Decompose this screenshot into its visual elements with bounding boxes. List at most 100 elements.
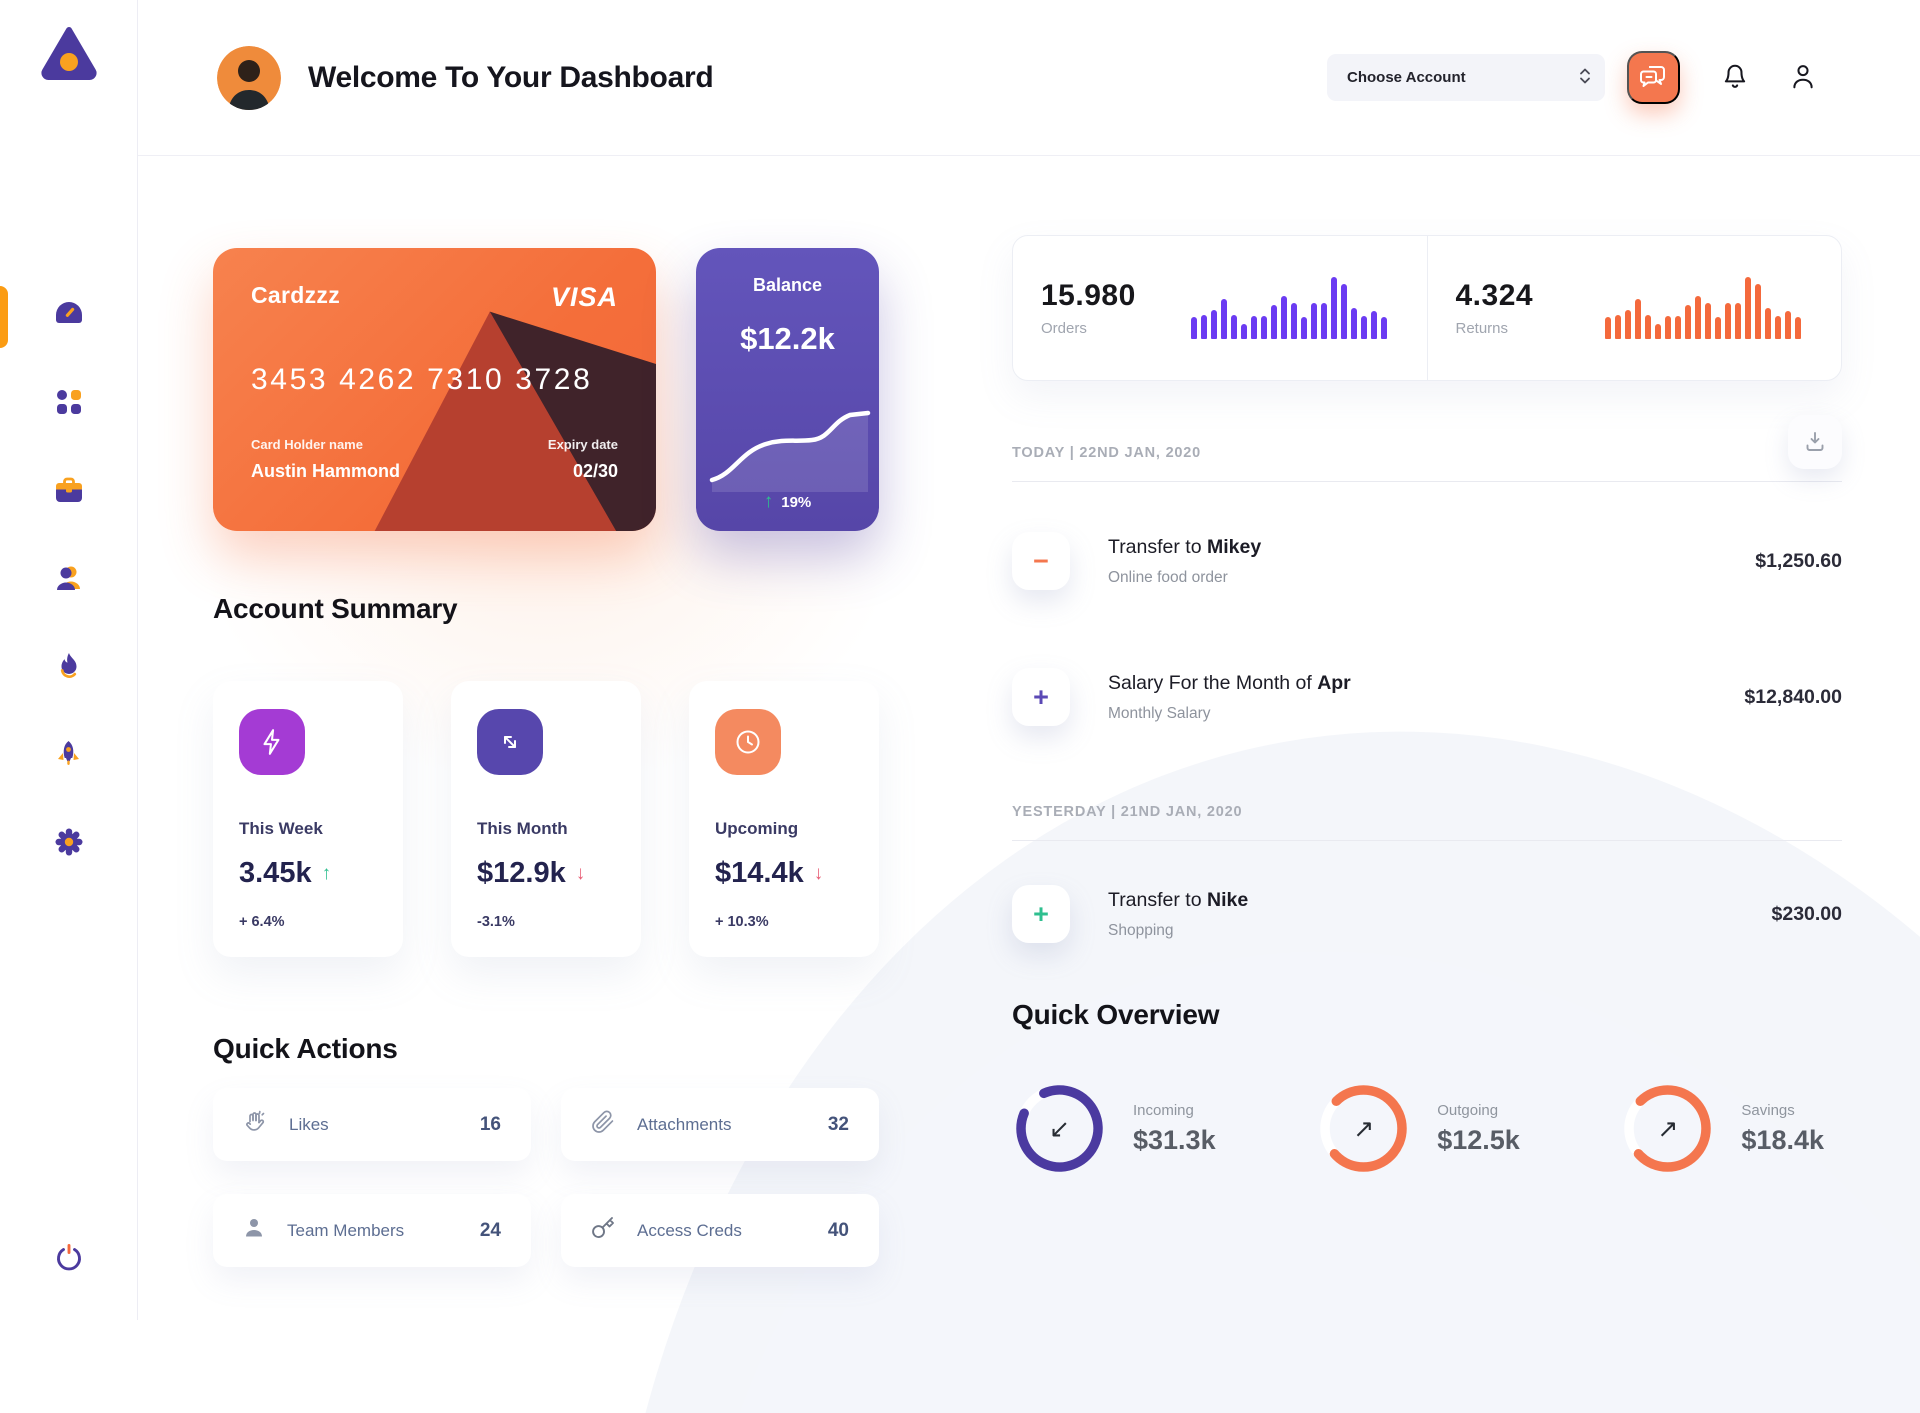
profile-button[interactable] <box>1790 62 1816 93</box>
dashboard-content: Cardzzz VISA 3453 4262 7310 3728 Card Ho… <box>137 156 1920 1413</box>
account-summary-cards: This Week 3.45k ↑ + 6.4% This Month <box>213 681 879 957</box>
balance-value: $12.2k <box>740 321 835 356</box>
overview-outgoing: ↗ Outgoing $12.5k <box>1316 1081 1520 1176</box>
card-name: Cardzzz <box>251 282 341 308</box>
left-column: Cardzzz VISA 3453 4262 7310 3728 Card Ho… <box>213 248 879 1268</box>
balance-trend-chart <box>704 400 874 497</box>
sidebar-item-launch[interactable] <box>41 728 97 784</box>
sidebar-item-team[interactable] <box>41 552 97 608</box>
sidebar-item-work[interactable] <box>41 464 97 520</box>
orders-returns-card: 15.980 Orders 4.324 Returns <box>1012 235 1842 381</box>
down-left-arrow-icon: ↙ <box>1049 1114 1070 1143</box>
summary-value: $12.9k <box>477 857 566 889</box>
summary-value: 3.45k <box>239 857 312 889</box>
expiry-label: Expiry date <box>547 437 618 452</box>
right-column: 15.980 Orders 4.324 Returns <box>1012 235 1842 1267</box>
action-attachments[interactable]: Attachments 32 <box>561 1088 879 1162</box>
incoming-donut: ↙ <box>1012 1081 1107 1176</box>
clap-icon <box>243 1110 267 1139</box>
action-likes[interactable]: Likes 16 <box>213 1088 531 1162</box>
action-label: Attachments <box>637 1114 732 1134</box>
sidebar-item-dashboard[interactable] <box>41 288 97 344</box>
flame-icon <box>56 652 82 685</box>
choose-account-select[interactable]: Choose Account <box>1327 54 1605 101</box>
card-holder-name: Austin Hammond <box>251 461 401 481</box>
transaction-row[interactable]: + Salary For the Month of Apr Monthly Sa… <box>1012 668 1842 726</box>
app-logo <box>0 26 137 85</box>
chat-bubbles-icon <box>1640 64 1667 92</box>
overview-incoming: ↙ Incoming $31.3k <box>1012 1081 1216 1176</box>
transaction-subtitle: Monthly Salary <box>1108 704 1211 722</box>
overview-value: $31.3k <box>1133 1124 1216 1155</box>
orders-label: Orders <box>1041 320 1087 337</box>
trend-arrow-icon: ↓ <box>813 862 824 884</box>
choose-account-label: Choose Account <box>1347 69 1466 86</box>
action-count: 40 <box>827 1219 849 1241</box>
sidebar-item-settings[interactable] <box>41 816 97 872</box>
transaction-amount: $1,250.60 <box>1755 549 1842 572</box>
up-arrow-icon: ↑ <box>763 491 774 512</box>
header-actions: Choose Account <box>1327 51 1816 104</box>
summary-delta: + 6.4% <box>239 914 285 930</box>
bell-icon <box>1722 62 1748 93</box>
user-icon <box>1790 62 1816 93</box>
active-nav-indicator <box>0 286 8 348</box>
page-title: Welcome To Your Dashboard <box>308 60 714 94</box>
plus-icon: + <box>1012 668 1070 726</box>
up-right-arrow-icon: ↗ <box>1353 1114 1375 1143</box>
action-label: Access Creds <box>637 1220 742 1240</box>
plus-icon: + <box>1012 885 1070 943</box>
overview-label: Savings <box>1741 1101 1795 1119</box>
returns-sparkline <box>1605 277 1803 339</box>
messages-button[interactable] <box>1627 51 1680 104</box>
transaction-subtitle: Online food order <box>1108 568 1228 586</box>
download-button[interactable] <box>1788 415 1842 469</box>
orders-value: 15.980 <box>1041 279 1136 312</box>
outgoing-donut: ↗ <box>1316 1081 1411 1176</box>
triangle-logo-icon <box>40 26 98 85</box>
transfer-arrows-icon <box>477 709 543 775</box>
gear-icon <box>55 828 83 861</box>
main-area: Welcome To Your Dashboard Choose Account <box>137 0 1920 1413</box>
person-icon <box>55 565 82 596</box>
briefcase-icon <box>55 477 83 508</box>
returns-label: Returns <box>1455 320 1509 337</box>
action-access-creds[interactable]: Access Creds 40 <box>561 1194 879 1268</box>
quick-actions-grid: Likes 16 Attachments 32 Te <box>213 1088 879 1268</box>
savings-donut: ↗ <box>1620 1081 1715 1176</box>
sidebar-item-apps[interactable] <box>41 376 97 432</box>
gauge-icon <box>54 300 84 332</box>
action-count: 24 <box>479 1219 501 1241</box>
transaction-row[interactable]: − Transfer to Mikey Online food order $1… <box>1012 532 1842 590</box>
transaction-title: Salary For the Month of Apr <box>1108 671 1351 694</box>
notifications-button[interactable] <box>1722 62 1748 93</box>
transaction-amount: $12,840.00 <box>1744 685 1842 708</box>
action-label: Likes <box>289 1114 329 1134</box>
overview-label: Outgoing <box>1437 1101 1499 1119</box>
orders-sparkline <box>1190 277 1389 339</box>
card-number: 3453 4262 7310 3728 <box>251 363 593 396</box>
key-icon <box>591 1216 615 1245</box>
transaction-row[interactable]: + Transfer to Nike Shopping $230.00 <box>1012 885 1842 943</box>
divider <box>1012 840 1842 841</box>
summary-delta: -3.1% <box>477 914 515 930</box>
summary-card-upcoming: Upcoming $14.4k ↓ + 10.3% <box>689 681 879 957</box>
up-right-arrow-icon: ↗ <box>1657 1114 1679 1143</box>
sidebar-nav <box>0 288 137 872</box>
transactions-today: TODAY | 22ND JAN, 2020 − Transfer to Mik… <box>1012 415 1842 726</box>
action-team-members[interactable]: Team Members 24 <box>213 1194 531 1268</box>
overview-value: $12.5k <box>1437 1124 1520 1155</box>
balance-label: Balance <box>752 275 823 295</box>
trend-arrow-icon: ↑ <box>321 862 332 884</box>
transaction-amount: $230.00 <box>1771 902 1843 925</box>
grid-icon <box>56 389 82 420</box>
logout-button[interactable] <box>0 1243 137 1278</box>
expiry-date: 02/30 <box>572 461 618 481</box>
user-avatar[interactable] <box>217 45 281 110</box>
date-label: YESTERDAY | 21ND JAN, 2020 <box>1012 804 1243 820</box>
summary-label: This Month <box>477 819 568 838</box>
sidebar-item-activity[interactable] <box>41 640 97 696</box>
quick-actions-title: Quick Actions <box>213 1033 398 1064</box>
visa-logo: VISA <box>550 282 618 312</box>
action-label: Team Members <box>287 1220 405 1240</box>
